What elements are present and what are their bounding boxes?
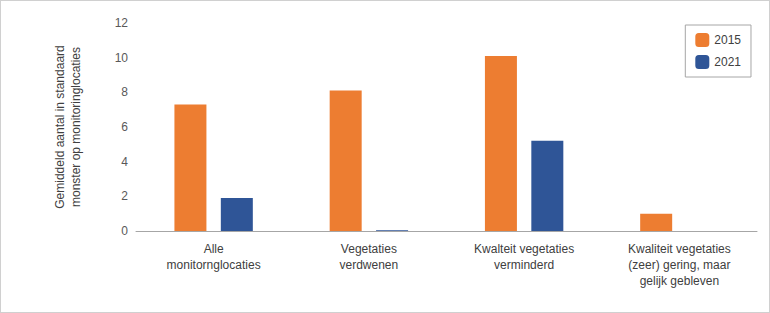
svg-text:4: 4	[121, 155, 128, 169]
svg-text:Vegetaties: Vegetaties	[341, 242, 397, 256]
svg-text:2: 2	[121, 189, 128, 203]
svg-text:verminderd: verminderd	[494, 258, 554, 272]
svg-text:2015: 2015	[714, 33, 741, 47]
svg-text:monitornglocaties: monitornglocaties	[167, 258, 261, 272]
svg-text:0: 0	[121, 224, 128, 238]
svg-text:monster op monitoringlocaties: monster op monitoringlocaties	[69, 47, 83, 207]
svg-text:gelijk gebleven: gelijk gebleven	[640, 274, 719, 288]
svg-text:(zeer) gering, maar: (zeer) gering, maar	[628, 258, 730, 272]
svg-text:8: 8	[121, 85, 128, 99]
svg-text:12: 12	[115, 16, 129, 30]
svg-text:Gemiddeld aantal in standaard: Gemiddeld aantal in standaard	[53, 45, 67, 208]
svg-text:Kwalteit vegetaties: Kwalteit vegetaties	[474, 242, 574, 256]
svg-text:10: 10	[115, 51, 129, 65]
svg-text:Kwaliteit vegetaties: Kwaliteit vegetaties	[628, 242, 731, 256]
svg-text:2021: 2021	[714, 55, 741, 69]
svg-text:verdwenen: verdwenen	[340, 258, 399, 272]
svg-text:Alle: Alle	[204, 242, 224, 256]
svg-text:6: 6	[121, 120, 128, 134]
